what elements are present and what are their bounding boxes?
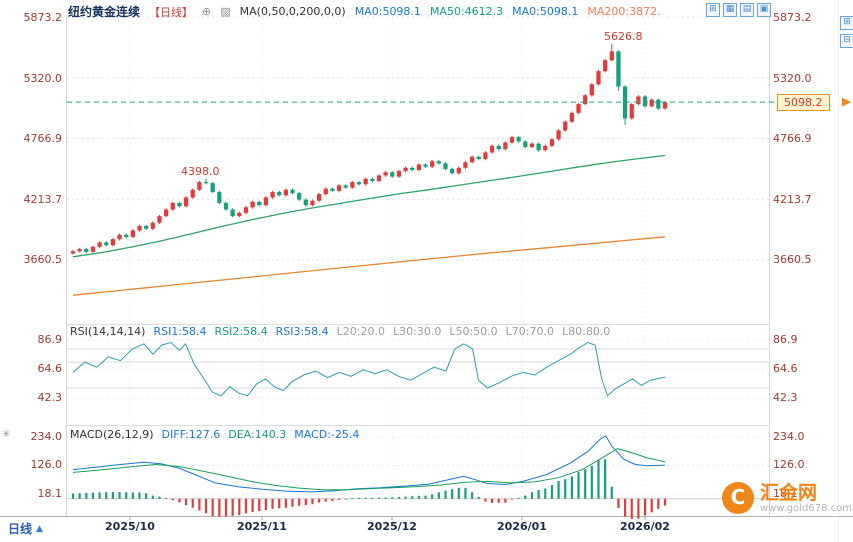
price-axis-label: 5320.0 <box>773 72 812 85</box>
price-axis-label: 3660.5 <box>773 253 812 266</box>
rsi1-value: RSI1:58.4 <box>153 325 207 338</box>
rsi-l80-label: L80:80.0 <box>561 325 611 338</box>
price-axis-label: 3660.5 <box>23 253 63 266</box>
price-axis-label: 4766.9 <box>773 132 812 145</box>
dea-value: DEA:140.3 <box>228 428 287 441</box>
chart-header: 纽约黄金连续 【日线】 ⊕ ▨ MA(0,50,0,200,0,0) MA0:5… <box>68 3 661 20</box>
chevron-up-icon: ▲ <box>36 523 43 534</box>
price-axis-label: 4213.7 <box>773 193 812 206</box>
ma-settings-label: MA(0,50,0,200,0,0) <box>239 5 346 18</box>
panel-collapse-icon[interactable]: ⊟ <box>840 34 853 48</box>
ma0-value: MA0:5098.1 <box>354 5 421 18</box>
macd-axis-label: 18.1 <box>773 487 798 500</box>
price-axis-label: 4766.9 <box>23 132 63 145</box>
x-axis-label: 2025/11 <box>237 520 287 533</box>
x-axis-label: 2025/12 <box>367 520 417 533</box>
ma200-value: MA200:3872. <box>587 5 661 18</box>
macd-title: MACD(26,12,9) <box>70 428 154 441</box>
current-price-tag: 5098.2 <box>777 94 830 111</box>
layout-add-icon[interactable]: ⊞ <box>706 3 720 17</box>
symbol-title: 纽约黄金连续 <box>68 5 141 19</box>
rsi3-value: RSI3:58.4 <box>275 325 329 338</box>
brand-watermark: C 汇金网 www.gold678.com <box>722 482 852 514</box>
x-axis-label: 2026/02 <box>620 520 670 533</box>
macd-axis-label: 234.0 <box>30 430 63 443</box>
indicator-pin-icon[interactable]: ✳ <box>2 429 11 440</box>
macd-axis-label: 126.0 <box>773 458 805 471</box>
rsi2-value: RSI2:58.4 <box>214 325 268 338</box>
x-axis-label: 2025/10 <box>105 520 155 533</box>
rsi-axis-label: 86.9 <box>773 333 798 346</box>
x-axis-label: 2026/01 <box>497 520 547 533</box>
price-axis-label: 5320.0 <box>23 72 63 85</box>
ma0-value-2: MA0:5098.1 <box>512 5 579 18</box>
macd-axis-label: 234.0 <box>773 430 805 443</box>
ma50-value: MA50:4612.3 <box>429 5 504 18</box>
add-indicator-icon[interactable]: ⊕ <box>202 5 212 18</box>
period-label: 日线 <box>8 522 33 536</box>
rsi-l20-label: L20:20.0 <box>336 325 385 338</box>
macd-header: MACD(26,12,9) DIFF:127.6 DEA:140.3 MACD:… <box>70 428 359 441</box>
layout-single-icon[interactable]: ▣ <box>757 3 771 17</box>
rsi-axis-label: 64.6 <box>773 362 798 375</box>
layout-grid-icon[interactable]: ▦ <box>723 3 737 17</box>
period-selector[interactable]: 日线 ▲ <box>8 520 43 537</box>
brand-name: 汇金网 <box>760 481 818 504</box>
right-toolbar: ⊞ ⊟ <box>840 16 853 48</box>
rsi-l30-label: L30:30.0 <box>393 325 442 338</box>
rsi-axis-label: 86.9 <box>37 333 63 346</box>
layout-toolbar: ⊞ ▦ ▤ ▣ <box>706 3 771 17</box>
price-axis-label: 4213.7 <box>23 193 63 206</box>
annotation-peak-high: 5626.8 <box>604 30 643 43</box>
rsi-axis-label: 42.3 <box>37 391 63 404</box>
annotation-october-high: 4398.0 <box>181 165 220 178</box>
panel-expand-icon[interactable]: ⊞ <box>840 16 853 30</box>
rsi-title: RSI(14,14,14) <box>70 325 146 338</box>
macd-value: MACD:-25.4 <box>294 428 360 441</box>
price-axis-label: 5873.2 <box>23 11 63 24</box>
macd-axis-label: 126.0 <box>30 458 63 471</box>
brand-site: www.gold678.com <box>760 502 853 514</box>
huijin-logo-icon: C <box>722 482 754 514</box>
diff-value: DIFF:127.6 <box>161 428 221 441</box>
rsi-l70-label: L70:70.0 <box>505 325 554 338</box>
rsi-axis-label: 64.6 <box>37 362 63 375</box>
period-tag[interactable]: 【日线】 <box>149 5 194 19</box>
rsi-axis-label: 42.3 <box>773 391 798 404</box>
rsi-l50-label: L50:50.0 <box>449 325 498 338</box>
price-axis-label: 5873.2 <box>773 11 812 24</box>
layout-rows-icon[interactable]: ▤ <box>740 3 754 17</box>
rsi-header: RSI(14,14,14) RSI1:58.4 RSI2:58.4 RSI3:5… <box>70 325 610 338</box>
macd-axis-label: 18.1 <box>37 487 63 500</box>
ma-chart-icon[interactable]: ▨ <box>220 5 231 18</box>
